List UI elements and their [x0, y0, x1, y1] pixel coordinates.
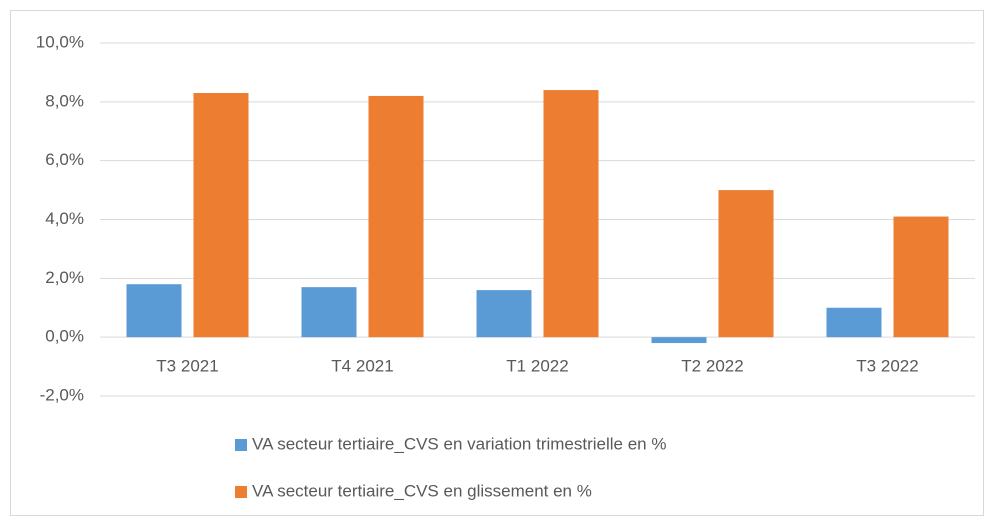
legend-label: VA secteur tertiaire_CVS en variation tr…	[252, 434, 666, 453]
y-tick-label: 8,0%	[45, 91, 84, 110]
x-tick-label: T1 2022	[506, 356, 568, 375]
y-tick-label: 4,0%	[45, 209, 84, 228]
bar	[368, 95, 424, 338]
legend-marker	[235, 439, 247, 451]
x-tick-label: T2 2022	[681, 356, 743, 375]
y-tick-label: 0,0%	[45, 327, 84, 346]
y-tick-label: 2,0%	[45, 268, 84, 287]
legend-label: VA secteur tertiaire_CVS en glissement e…	[252, 481, 592, 500]
bar	[718, 190, 774, 338]
x-tick-label: T4 2021	[331, 356, 393, 375]
y-tick-label: 10,0%	[36, 32, 84, 51]
bar	[543, 90, 599, 338]
bar	[126, 284, 182, 338]
x-tick-label: T3 2022	[856, 356, 918, 375]
bar	[826, 307, 882, 338]
bar	[193, 93, 249, 338]
bar	[893, 216, 949, 338]
bar	[301, 287, 357, 338]
bar	[476, 290, 532, 338]
x-tick-label: T3 2021	[156, 356, 218, 375]
y-tick-label: 6,0%	[45, 150, 84, 169]
legend-marker	[235, 486, 247, 498]
bar	[651, 337, 707, 344]
y-tick-label: -2,0%	[40, 385, 84, 404]
chart-border	[10, 10, 984, 516]
